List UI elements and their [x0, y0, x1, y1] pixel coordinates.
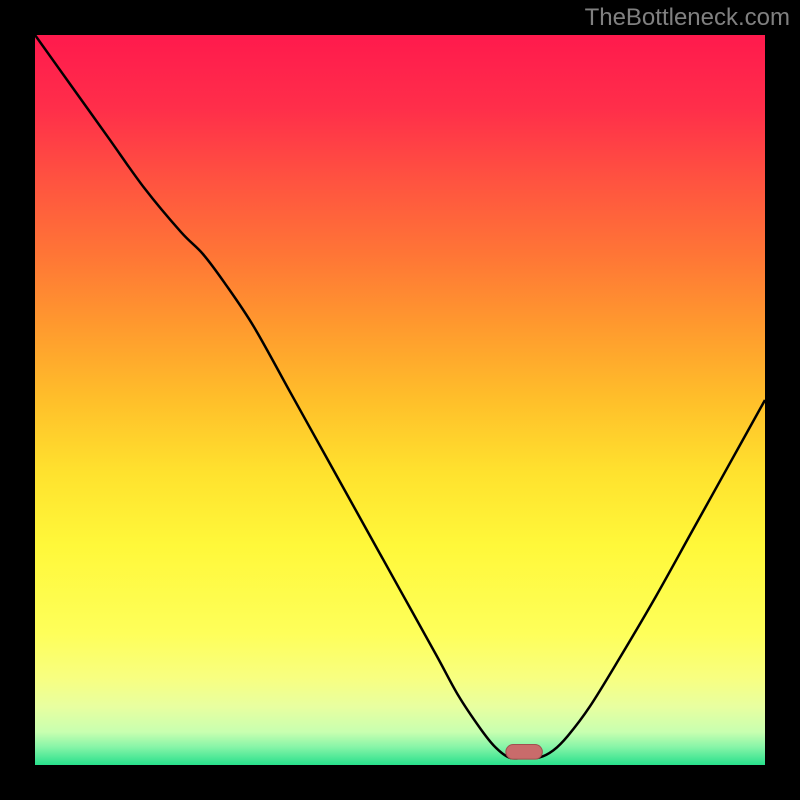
bottleneck-chart	[35, 35, 765, 765]
optimal-marker	[506, 745, 542, 760]
chart-background	[35, 35, 765, 765]
watermark-text: TheBottleneck.com	[585, 4, 790, 32]
chart-container: TheBottleneck.com	[0, 0, 800, 800]
